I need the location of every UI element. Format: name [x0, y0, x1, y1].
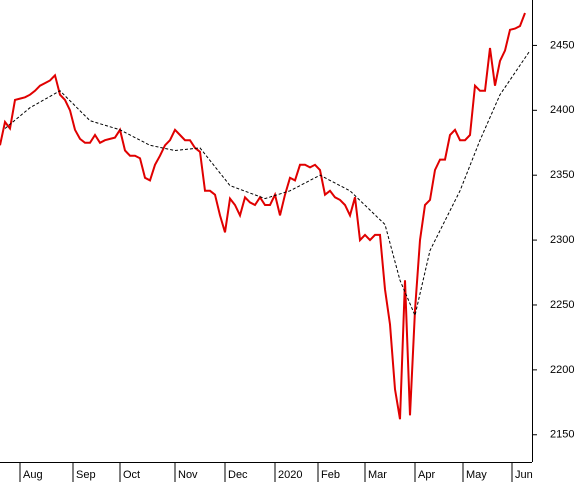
y-tick-label: 2400 [550, 104, 574, 116]
y-tick-label: 2450 [550, 39, 574, 51]
y-tick-label: 2300 [550, 234, 574, 246]
series-line [4, 50, 531, 318]
x-tick-label: Jun [515, 469, 533, 481]
y-tick-label: 2250 [550, 299, 574, 311]
x-tick-label: Oct [123, 469, 140, 481]
y-tick-label: 2350 [550, 169, 574, 181]
x-tick-label: Mar [368, 469, 387, 481]
x-tick-label: Feb [321, 469, 340, 481]
x-tick-label: Apr [418, 469, 435, 481]
series-line [0, 12, 526, 420]
x-tick-label: Nov [178, 469, 198, 481]
x-tick-label: Aug [23, 469, 43, 481]
x-tick-label: Sep [76, 469, 96, 481]
x-tick-label: 2020 [278, 469, 302, 481]
y-tick-label: 2150 [550, 429, 574, 441]
x-tick-label: Dec [228, 469, 248, 481]
x-tick-label: May [466, 469, 487, 481]
y-tick-label: 2200 [550, 364, 574, 376]
